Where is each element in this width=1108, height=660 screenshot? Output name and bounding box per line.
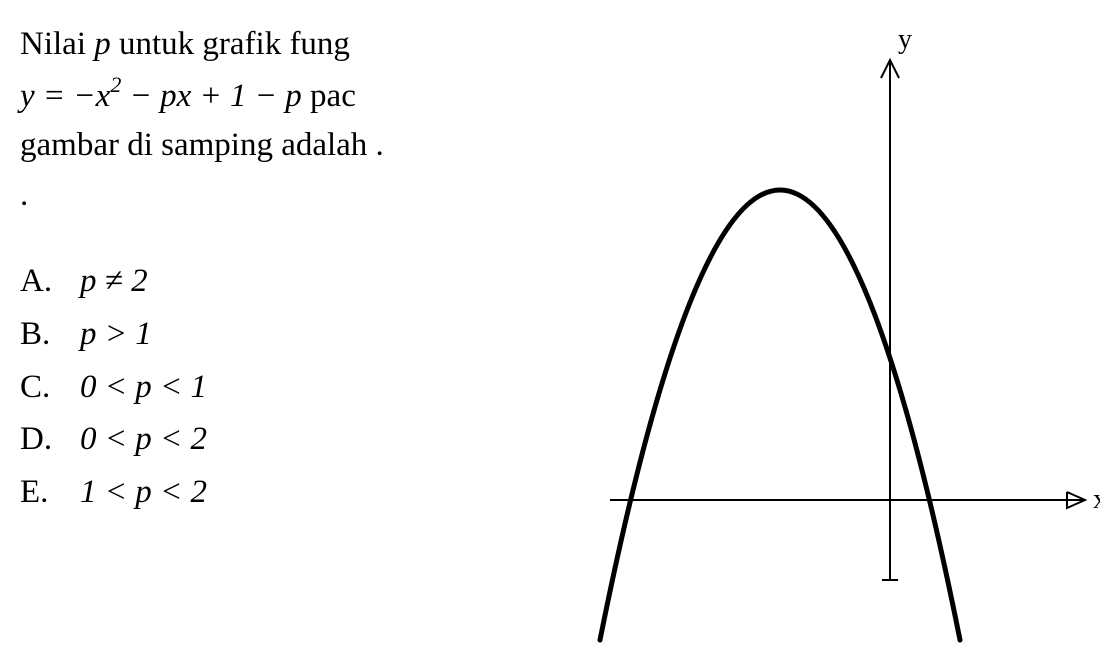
option-math: 1 < p < 2	[80, 466, 207, 519]
svg-text:y: y	[898, 24, 912, 55]
question-line-2: y = −x2 − px + 1 − p pac	[20, 70, 530, 122]
options-list: A. p ≠ 2 B. p > 1 C. 0 < p < 1 D. 0 < p …	[20, 255, 530, 519]
variable-p: p	[94, 26, 111, 62]
option-a: A. p ≠ 2	[20, 255, 530, 308]
option-math: p ≠ 2	[80, 255, 148, 308]
text-post: untuk grafik fung	[111, 26, 350, 62]
option-letter: C.	[20, 361, 80, 414]
equation-exponent: 2	[110, 72, 121, 97]
text-pac: pac	[302, 78, 356, 114]
option-letter: E.	[20, 466, 80, 519]
option-letter: B.	[20, 308, 80, 361]
option-math: 0 < p < 1	[80, 361, 207, 414]
option-letter: A.	[20, 255, 80, 308]
question-line-3: gambar di samping adalah .	[20, 121, 530, 171]
option-e: E. 1 < p < 2	[20, 466, 530, 519]
question-column: Nilai p untuk grafik fung y = −x2 − px +…	[20, 20, 540, 630]
equation-part1: y = −x	[20, 78, 110, 114]
option-d: D. 0 < p < 2	[20, 413, 530, 466]
text-prefix: Nilai	[20, 26, 94, 62]
question-line-1: Nilai p untuk grafik fung	[20, 20, 530, 70]
option-math: 0 < p < 2	[80, 413, 207, 466]
option-c: C. 0 < p < 1	[20, 361, 530, 414]
question-line-4: .	[20, 171, 530, 221]
equation-part2: − px + 1 − p	[121, 78, 301, 114]
question-text: Nilai p untuk grafik fung y = −x2 − px +…	[20, 20, 530, 220]
option-math: p > 1	[80, 308, 152, 361]
option-letter: D.	[20, 413, 80, 466]
parabola-graph: yx	[540, 20, 1100, 660]
svg-text:x: x	[1093, 484, 1100, 515]
graph-column: yx	[540, 20, 1088, 630]
option-b: B. p > 1	[20, 308, 530, 361]
